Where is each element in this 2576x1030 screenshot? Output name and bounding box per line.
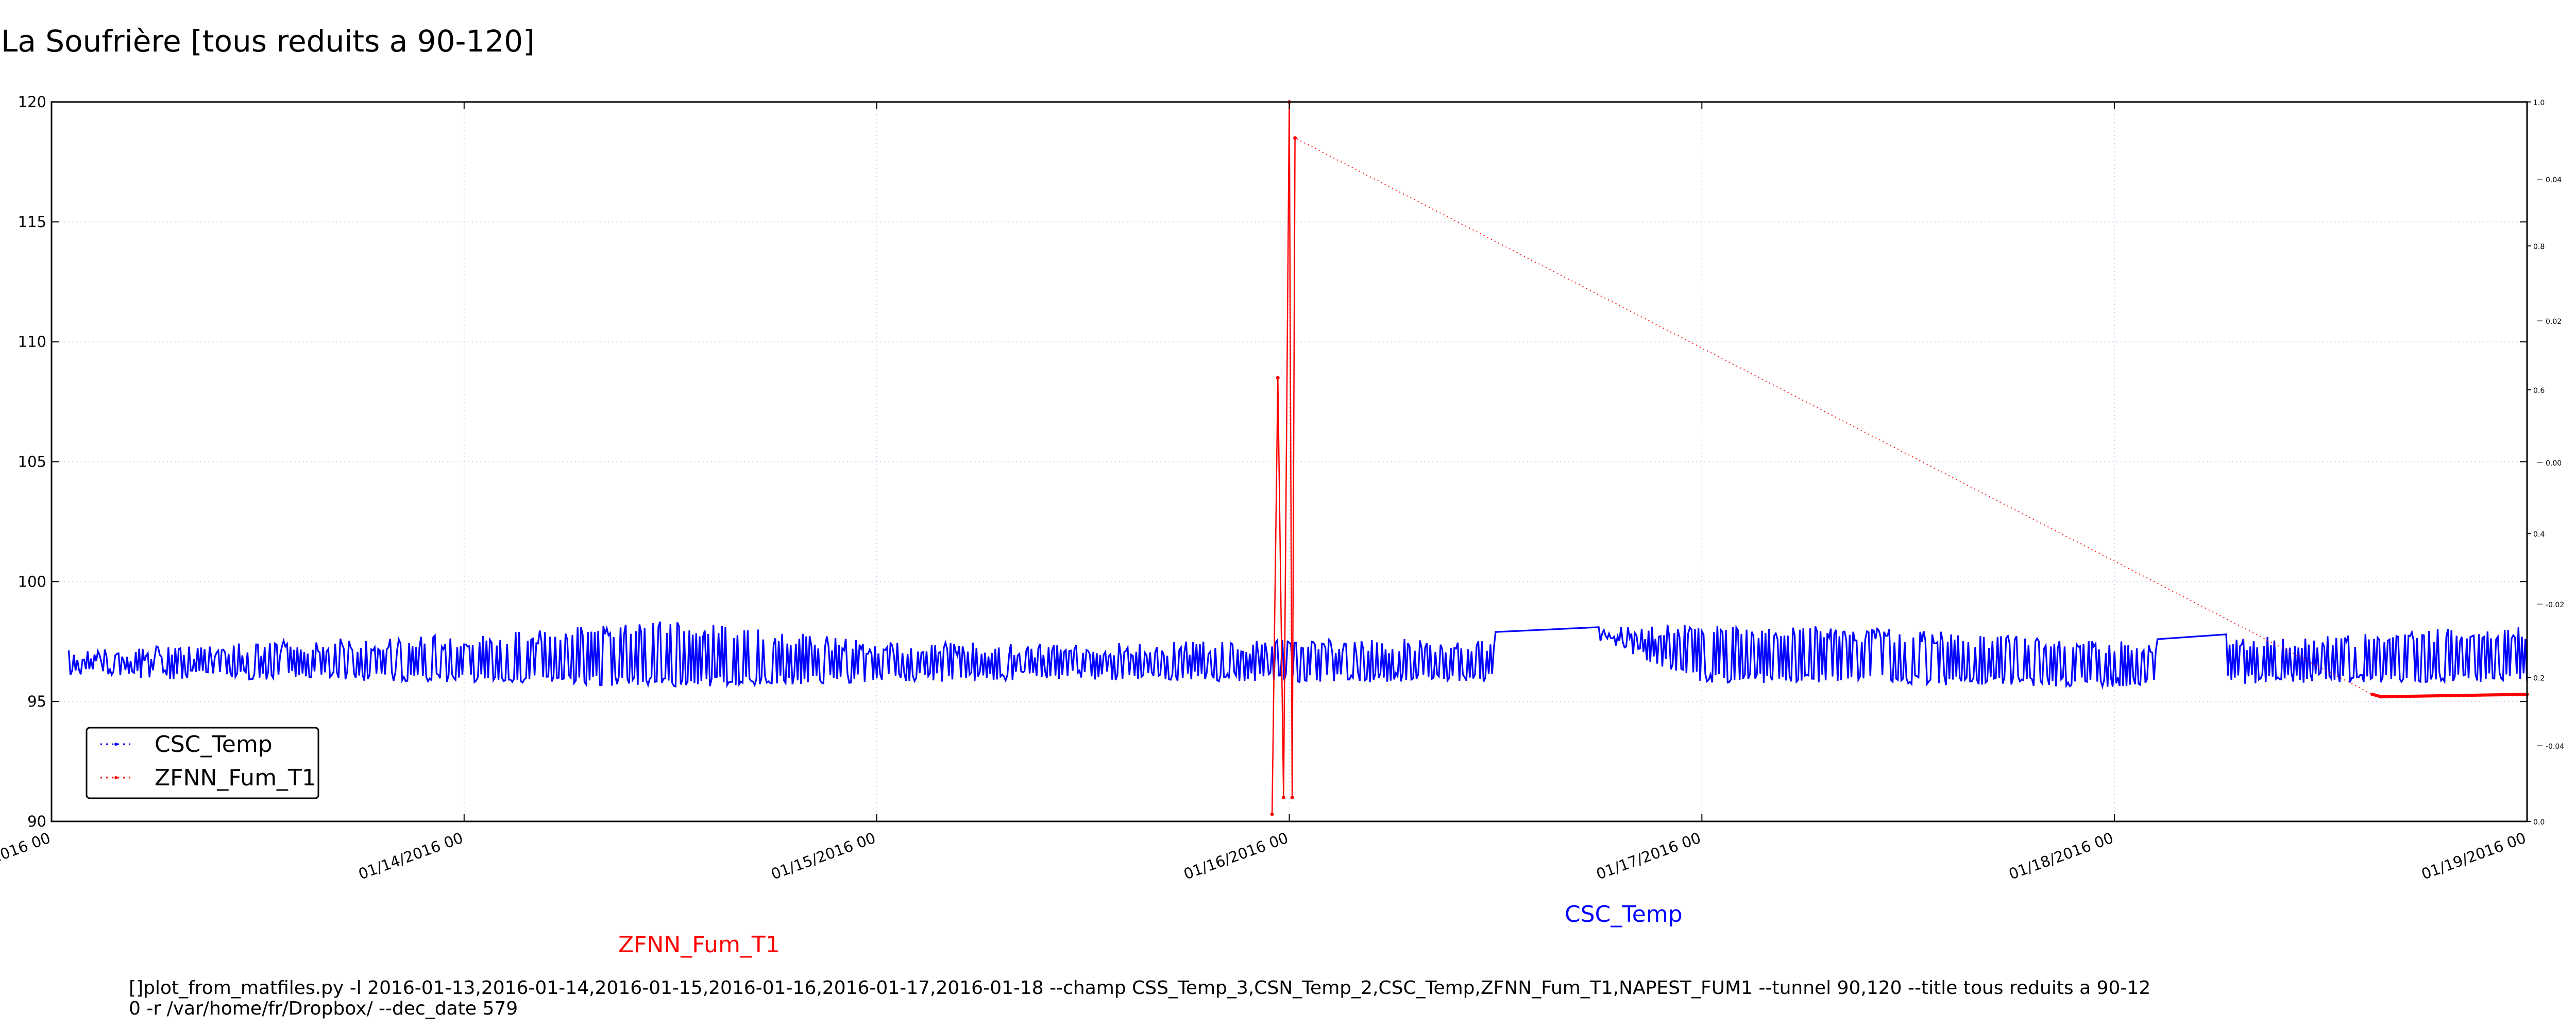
y-tick-label: 110: [18, 333, 46, 351]
right-tick-label: 1.0: [2533, 99, 2545, 107]
right-tick-label: 0.4: [2533, 530, 2545, 539]
y-tick-label: 120: [18, 93, 46, 111]
right-tick-label-secondary: 0.02: [2546, 318, 2562, 326]
x-tick-label: 01/15/2016 00: [769, 829, 878, 883]
series-layer: [67, 100, 2529, 816]
series-spike-zfnn-fum-t1: [1271, 101, 1296, 815]
y-tick-label: 100: [18, 573, 46, 590]
x-tick-label: 01/19/2016 00: [2419, 829, 2528, 883]
right-tick-label-secondary: -0.04: [2546, 743, 2564, 751]
legend: CSC_Temp ZFNN_Fum_T1: [86, 727, 319, 799]
y-axis: 90 95 100 105 110 115 120: [18, 93, 2527, 830]
y-tick-label: 105: [18, 453, 46, 471]
legend-label-zfnn: ZFNN_Fum_T1: [155, 765, 316, 791]
legend-marker-zfnn: [114, 776, 117, 779]
point-zfnn-fum-t1: [1281, 795, 1285, 799]
x-tick-label: 01/17/2016 00: [1594, 829, 1703, 883]
point-zfnn-fum-t1: [1276, 376, 1280, 380]
right-tick-label: 0.2: [2533, 675, 2545, 683]
x-tick-label: 01/16/2016 00: [1181, 829, 1291, 883]
y-tick-label: 90: [27, 813, 46, 830]
right-tick-label-secondary: 0.04: [2546, 176, 2562, 184]
series-line-zfnn-fum-t1: [1272, 101, 2528, 815]
y-tick-label: 95: [27, 693, 46, 710]
zfnn-caption: ZFNN_Fum_T1: [618, 932, 780, 958]
legend-box: [86, 727, 319, 799]
right-axis: 1.0 0.8 0.6 0.4 0.2 0.0 0.04 0.02 0.00 -0.02 -0.04: [2527, 99, 2564, 827]
right-tick-label-secondary: 0.00: [2546, 459, 2562, 468]
chart-title: La Soufrière [tous reduits a 90-120]: [1, 24, 535, 59]
x-axis: /2016 00 01/14/2016 00 01/15/2016 00 01/16/…: [0, 102, 2528, 883]
command-line-1: []plot_from_matfiles.py -l 2016-01-13,20…: [129, 977, 2150, 999]
right-tick-label: 0.8: [2533, 243, 2545, 251]
point-zfnn-fum-t1: [2379, 695, 2383, 699]
command-line-2: 0 -r /var/home/fr/Dropbox/ --dec_date 57…: [129, 998, 518, 1019]
right-tick-label-secondary: -0.02: [2546, 601, 2564, 609]
legend-label-csc: CSC_Temp: [155, 731, 273, 758]
y-tick-label: 115: [18, 213, 46, 231]
point-zfnn-fum-t1: [2370, 692, 2375, 696]
x-tick-label: 01/18/2016 00: [2007, 829, 2116, 883]
right-tick-label: 0.6: [2533, 387, 2545, 395]
right-tick-label: 0.0: [2533, 818, 2545, 827]
point-zfnn-fum-t1: [1270, 812, 1274, 816]
csc-caption: CSC_Temp: [1565, 901, 1683, 928]
legend-marker-csc: [114, 743, 117, 746]
series-tail-zfnn-fum-t1: [2371, 693, 2528, 698]
x-tick-label: /2016 00: [0, 829, 53, 868]
series-line-csc-temp: [67, 621, 2528, 690]
point-zfnn-fum-t1: [1290, 795, 1294, 799]
x-tick-label: 01/14/2016 00: [356, 829, 465, 883]
point-zfnn-fum-t1: [1293, 136, 1297, 140]
